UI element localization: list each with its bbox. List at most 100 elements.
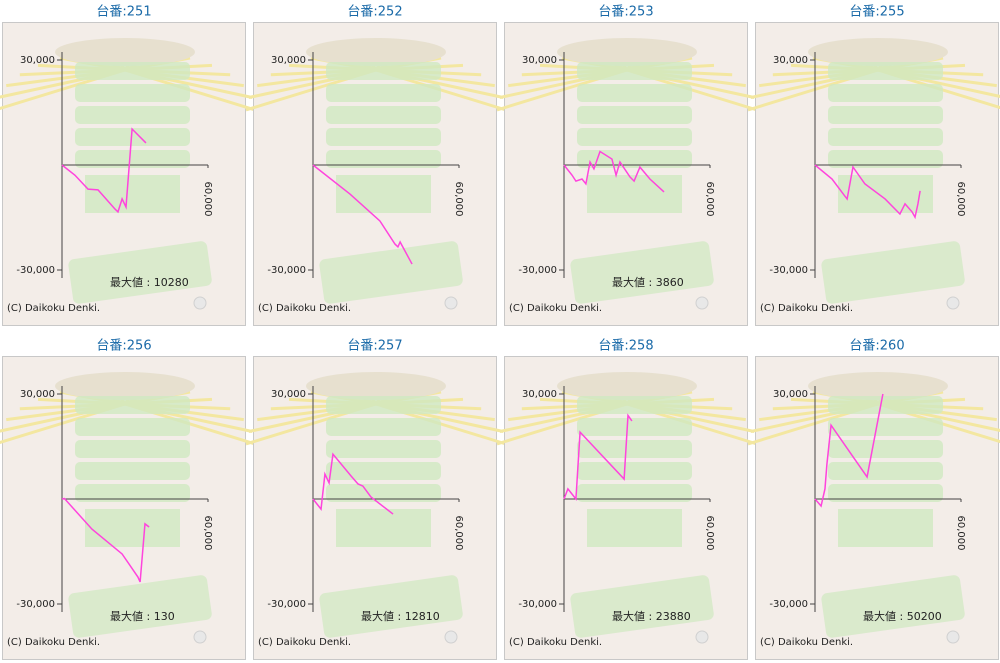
decor-base <box>85 175 180 213</box>
decor-rice <box>55 372 195 400</box>
decor-box <box>577 462 692 480</box>
decor-base <box>336 175 431 213</box>
chart-title: 台番:253 <box>598 5 653 20</box>
decor-box <box>75 128 190 146</box>
y-tick-label: -30,000 <box>267 599 306 610</box>
credit: (C) Daikoku Denki. <box>509 637 602 648</box>
decor-rice <box>808 372 948 400</box>
y-tick-label: 30,000 <box>271 55 306 66</box>
decor-box <box>828 418 943 436</box>
chart-title: 台番:251 <box>96 5 151 20</box>
credit: (C) Daikoku Denki. <box>258 637 351 648</box>
decor-rice <box>306 372 446 400</box>
credit: (C) Daikoku Denki. <box>760 637 853 648</box>
data-line <box>61 127 147 214</box>
decor-box <box>828 484 943 502</box>
decor-rice <box>55 38 195 66</box>
decor-box <box>577 84 692 102</box>
decor-box <box>75 84 190 102</box>
decor-box <box>326 484 441 502</box>
decor-rice <box>306 38 446 66</box>
decor-box <box>326 150 441 168</box>
decor-box <box>577 440 692 458</box>
decor-knob <box>695 630 709 644</box>
x-tick-label: 60,000 <box>704 516 715 551</box>
decor-knob <box>946 630 960 644</box>
chart-title: 台番:255 <box>849 5 904 20</box>
y-tick-label: 30,000 <box>271 389 306 400</box>
decor-box <box>828 106 943 124</box>
decor-box <box>828 62 943 80</box>
decor-box <box>326 440 441 458</box>
decor-box <box>828 128 943 146</box>
decor-base <box>336 509 431 547</box>
decor-box <box>75 106 190 124</box>
decor-box <box>75 396 190 414</box>
y-tick-label: 30,000 <box>773 55 808 66</box>
decor-rice <box>557 38 697 66</box>
decor-box <box>828 440 943 458</box>
x-tick-label: 60,000 <box>955 516 966 551</box>
credit: (C) Daikoku Denki. <box>7 637 100 648</box>
y-tick-label: 30,000 <box>20 389 55 400</box>
decor-box <box>828 150 943 168</box>
decor-knob <box>695 296 709 310</box>
y-tick-label: -30,000 <box>267 265 306 276</box>
decor-tray <box>319 575 463 638</box>
decor-knob <box>444 296 458 310</box>
decor-base <box>85 509 180 547</box>
max-annotation: 最大値 : 130 <box>110 609 175 623</box>
x-tick-label: 60,000 <box>955 182 966 217</box>
decor-box <box>326 128 441 146</box>
decor-box <box>75 462 190 480</box>
x-tick-label: 60,000 <box>704 182 715 217</box>
decor-box <box>75 418 190 436</box>
data-line <box>563 150 665 193</box>
data-line <box>312 452 394 515</box>
chart-panel: 台番:260 30,000 -30,000 60,000 最大値 : 50200 (C) … <box>747 339 1000 660</box>
decor-box <box>326 62 441 80</box>
decor-box <box>326 418 441 436</box>
chart-title: 台番:260 <box>849 339 904 354</box>
credit: (C) Daikoku Denki. <box>258 303 351 314</box>
decor-box <box>577 128 692 146</box>
x-tick-label: 60,000 <box>202 516 213 551</box>
decor-tray <box>68 575 212 638</box>
credit: (C) Daikoku Denki. <box>509 303 602 314</box>
max-annotation: 最大値 : 23880 <box>612 609 691 623</box>
decor-box <box>828 396 943 414</box>
decor-box <box>75 484 190 502</box>
decor-box <box>75 440 190 458</box>
decor-tray <box>68 241 212 304</box>
chart-panel: 台番:257 30,000 -30,000 60,000 最大値 : 12810 (C) … <box>245 339 507 660</box>
credit: (C) Daikoku Denki. <box>760 303 853 314</box>
max-annotation: 最大値 : 12810 <box>361 609 440 623</box>
decor-box <box>828 84 943 102</box>
x-tick-label: 60,000 <box>453 182 464 217</box>
y-tick-label: -30,000 <box>16 265 55 276</box>
y-tick-label: -30,000 <box>16 599 55 610</box>
y-tick-label: 30,000 <box>522 55 557 66</box>
decor-base <box>838 175 933 213</box>
decor-box <box>577 62 692 80</box>
y-tick-label: -30,000 <box>518 265 557 276</box>
y-tick-label: 30,000 <box>773 389 808 400</box>
decor-tray <box>821 575 965 638</box>
chart-panel: 台番:252 30,000 -30,000 60,000 (C) Daikoku Den… <box>245 5 507 326</box>
decor-tray <box>570 575 714 638</box>
decor-box <box>577 418 692 436</box>
y-tick-label: 30,000 <box>20 55 55 66</box>
decor-box <box>326 462 441 480</box>
decor-tray <box>821 241 965 304</box>
decor-base <box>838 509 933 547</box>
x-tick-label: 60,000 <box>453 516 464 551</box>
decor-rice <box>557 372 697 400</box>
decor-box <box>577 484 692 502</box>
decor-rice <box>808 38 948 66</box>
y-tick-label: 30,000 <box>522 389 557 400</box>
chart-panel: 台番:255 30,000 -30,000 60,000 (C) Daikoku Den… <box>747 5 1000 326</box>
chart-title: 台番:256 <box>96 339 151 354</box>
decor-box <box>75 62 190 80</box>
x-tick-label: 60,000 <box>202 182 213 217</box>
